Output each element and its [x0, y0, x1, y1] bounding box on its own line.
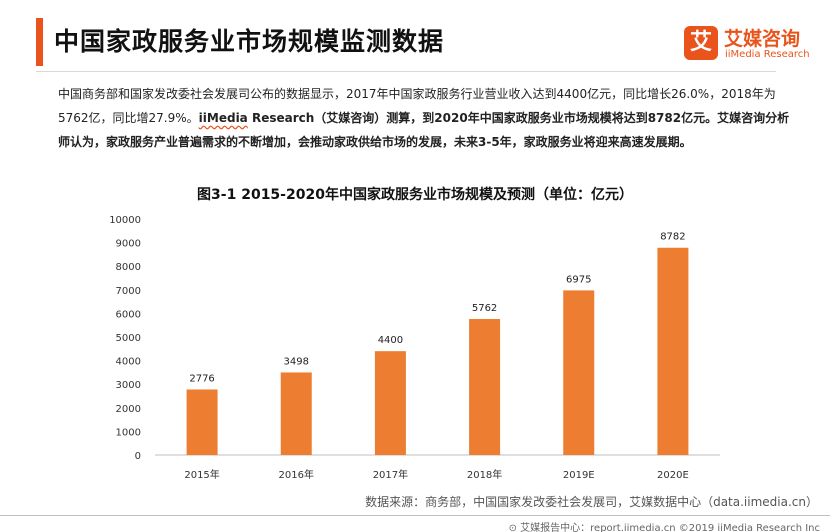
logo-name-cn: 艾媒咨询 — [724, 28, 801, 50]
bar-value-label: 4400 — [378, 335, 403, 346]
footer-credit: ⊙ 艾媒报告中心：report.iimedia.cn ©2019 iiMedia… — [508, 523, 820, 532]
x-tick-label: 2018年 — [467, 468, 502, 481]
bar-value-label: 3498 — [284, 356, 309, 367]
chart-title: 图3-1 2015-2020年中国家政服务业市场规模及预测（单位：亿元） — [197, 187, 633, 203]
bar-value-label: 2776 — [189, 373, 214, 384]
y-tick-label: 3000 — [116, 380, 141, 391]
x-tick-label: 2015年 — [184, 468, 219, 481]
y-tick-label: 0 — [135, 451, 141, 462]
y-tick-label: 6000 — [116, 309, 141, 320]
y-tick-label: 8000 — [116, 262, 141, 273]
y-tick-label: 1000 — [116, 427, 141, 438]
y-tick-label: 7000 — [116, 286, 141, 297]
x-tick-label: 2019E — [563, 470, 595, 481]
bar — [374, 351, 406, 455]
x-tick-label: 2016年 — [279, 468, 314, 481]
intro-text-part2: Research（艾媒咨询）测算，到2020年中国家政服务业市场规模将达到878… — [58, 111, 790, 149]
footer-divider — [0, 515, 830, 516]
intro-text-part1: 中国商务部和国家发改委社会发展司公布的数据显示，2017年中国家政服务行业营业收… — [58, 87, 776, 125]
logo-mark-icon: 艾 — [684, 26, 718, 60]
y-tick-label: 2000 — [116, 404, 141, 415]
brand-logo: 艾 艾媒咨询 iiMedia Research — [684, 26, 814, 66]
bar — [280, 372, 312, 455]
intro-brand: iiMedia — [198, 111, 248, 125]
bar — [469, 319, 501, 455]
bar — [657, 247, 689, 455]
y-tick-label: 5000 — [116, 333, 141, 344]
bar-chart: 0 1000 2000 3000 4000 5000 6000 7000 8000 9000 100… — [109, 215, 720, 481]
bar-value-label: 5762 — [472, 303, 497, 314]
bar — [563, 290, 595, 455]
title-divider — [36, 71, 776, 72]
y-tick-label: 9000 — [116, 239, 141, 250]
bar-value-label: 8782 — [660, 232, 685, 243]
bar-value-label: 6975 — [566, 274, 591, 285]
x-tick-label: 2017年 — [373, 468, 408, 481]
y-tick-label: 10000 — [109, 215, 141, 226]
title-accent-bar — [36, 18, 43, 66]
logo-name-en: iiMedia Research — [725, 49, 810, 60]
intro-paragraph: 中国商务部和国家发改委社会发展司公布的数据显示，2017年中国家政服务行业营业收… — [58, 82, 798, 154]
page-title: 中国家政服务业市场规模监测数据 — [54, 27, 445, 56]
bar — [186, 389, 218, 455]
x-tick-label: 2020E — [657, 470, 689, 481]
y-tick-label: 4000 — [116, 357, 141, 368]
data-source: 数据来源：商务部，中国国家发改委社会发展司，艾媒数据中心（data.iimedi… — [365, 495, 818, 509]
